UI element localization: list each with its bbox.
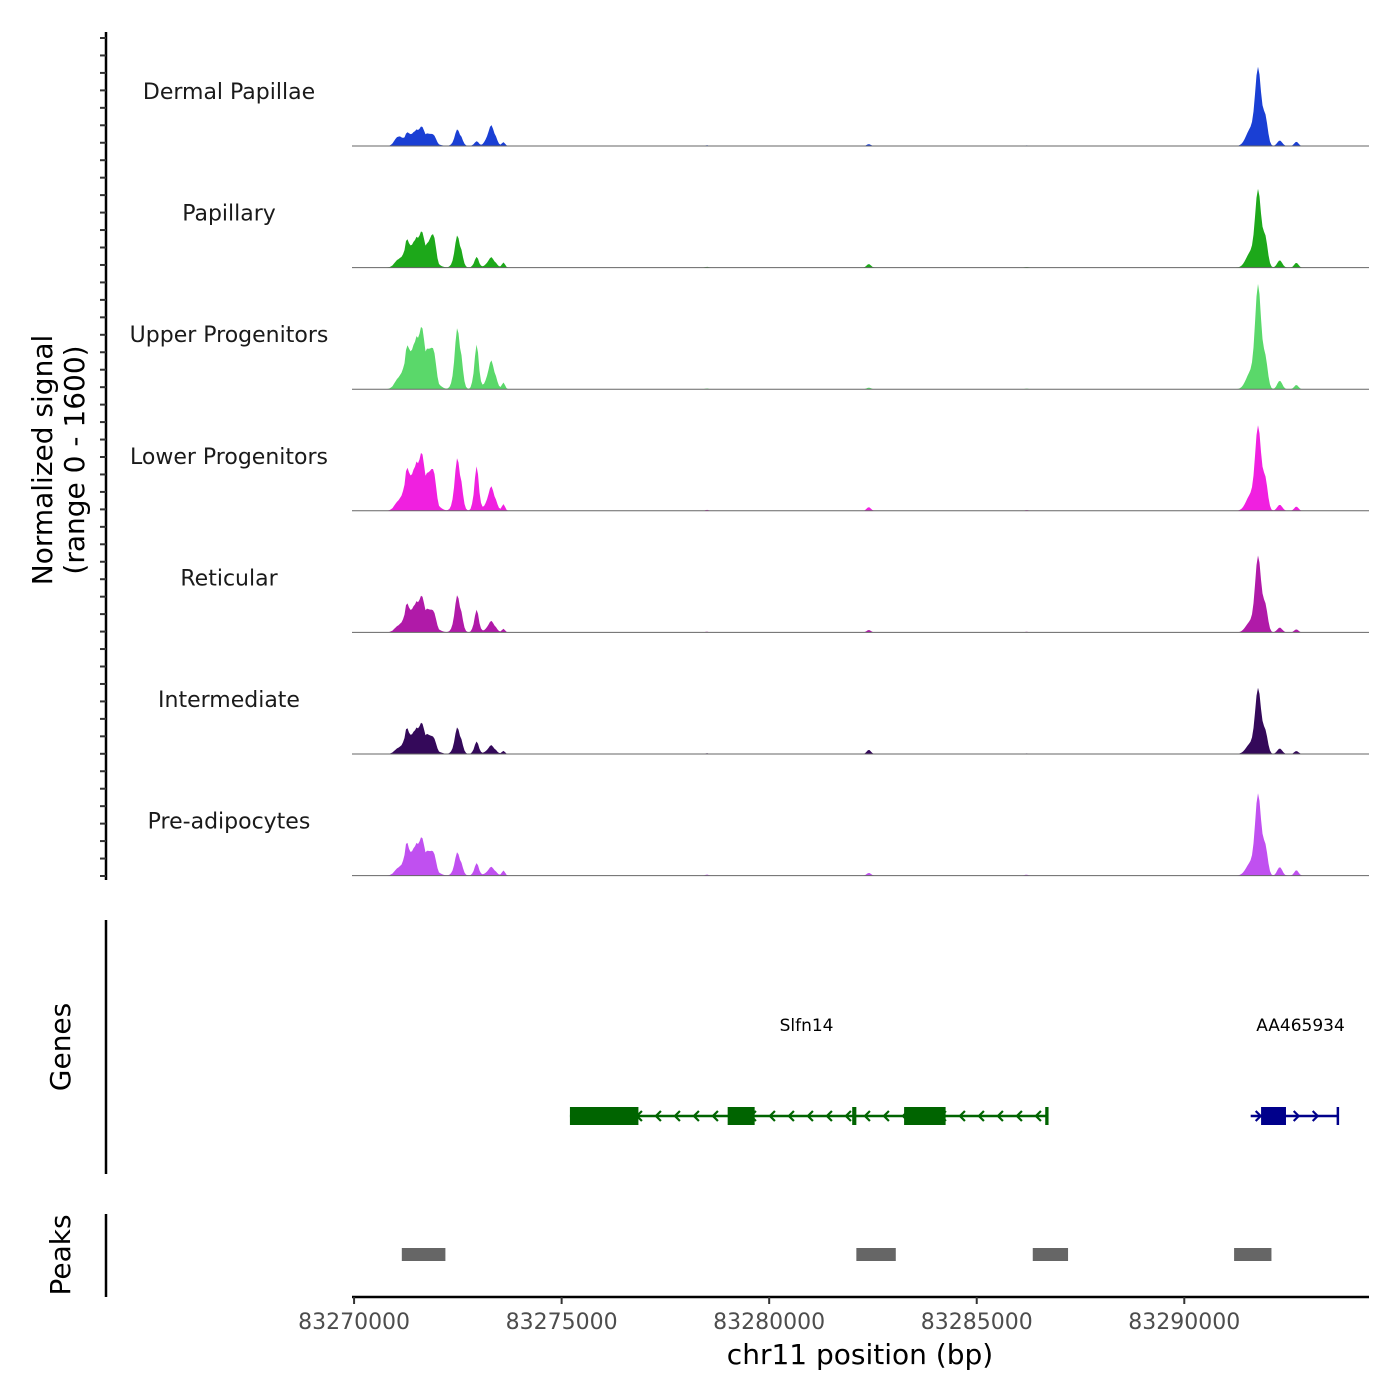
signal-area xyxy=(352,188,1369,268)
strand-arrow xyxy=(844,1110,852,1122)
strand-arrow xyxy=(882,1110,890,1122)
track-label: Papillary xyxy=(182,202,276,227)
peak-region xyxy=(1234,1248,1272,1261)
track-label: Dermal Papillae xyxy=(143,80,315,105)
peaks-track-title: Peaks xyxy=(44,1214,77,1295)
signal-area xyxy=(352,425,1369,511)
strand-arrow xyxy=(1254,1110,1263,1122)
strand-arrow xyxy=(825,1110,833,1122)
x-tick-label: 83285000 xyxy=(921,1310,1033,1335)
strand-arrow xyxy=(787,1110,795,1122)
peak-region xyxy=(1032,1248,1069,1261)
signal-area xyxy=(352,793,1369,876)
peak-region xyxy=(856,1248,896,1261)
x-tick-label: 83270000 xyxy=(298,1310,410,1335)
track-reticular: Reticular xyxy=(180,555,1369,633)
gene-exon xyxy=(1261,1107,1286,1125)
signal-area xyxy=(352,283,1369,390)
strand-arrow xyxy=(673,1110,681,1122)
coverage-y-axis xyxy=(100,32,108,880)
coverage-tracks: Dermal Papillae Papillary Upper Progenitor… xyxy=(130,66,1369,877)
peak-region xyxy=(401,1248,446,1261)
peaks-track xyxy=(401,1248,1272,1261)
strand-arrow xyxy=(806,1110,814,1122)
x-tick-label: 83275000 xyxy=(506,1310,618,1335)
strand-arrow xyxy=(977,1110,985,1122)
track-intermediate: Intermediate xyxy=(158,687,1369,755)
strand-arrow xyxy=(1034,1110,1042,1122)
gene-exon xyxy=(727,1107,755,1125)
x-tick-label: 83290000 xyxy=(1128,1310,1240,1335)
genes-track: Slfn14 AA465934 xyxy=(569,1016,1345,1125)
x-tick-label: 83280000 xyxy=(713,1310,825,1335)
y-axis-title: Normalized signal xyxy=(26,335,59,586)
strand-arrow xyxy=(1311,1110,1320,1122)
strand-arrow xyxy=(692,1110,700,1122)
genes-track-title: Genes xyxy=(44,1003,77,1091)
track-pre-adipocytes: Pre-adipocytes xyxy=(148,793,1369,877)
strand-arrow xyxy=(768,1110,776,1122)
y-axis-range-label: (range 0 - 1600) xyxy=(58,345,91,574)
track-label: Lower Progenitors xyxy=(130,445,328,470)
gene-slfn14: Slfn14 xyxy=(569,1016,1049,1125)
track-label: Intermediate xyxy=(158,688,300,713)
strand-arrow xyxy=(711,1110,719,1122)
gene-exon xyxy=(852,1107,857,1125)
signal-area xyxy=(352,555,1369,633)
gene-label: Slfn14 xyxy=(780,1016,834,1036)
coverage-y-ticks xyxy=(100,37,106,877)
track-label: Reticular xyxy=(180,566,278,591)
strand-arrow xyxy=(1292,1110,1301,1122)
track-lower-progenitors: Lower Progenitors xyxy=(130,425,1369,512)
track-upper-progenitors: Upper Progenitors xyxy=(130,283,1369,390)
strand-arrow xyxy=(1015,1110,1023,1122)
strand-arrow xyxy=(654,1110,662,1122)
track-label: Upper Progenitors xyxy=(130,323,329,348)
gene-exon xyxy=(904,1107,946,1125)
x-axis-title: chr11 position (bp) xyxy=(727,1338,993,1371)
gene-label: AA465934 xyxy=(1256,1016,1345,1036)
track-papillary: Papillary xyxy=(182,188,1369,269)
signal-area xyxy=(352,66,1369,146)
x-axis-ticks: 83270000 83275000 83280000 83285000 83290000 xyxy=(298,1297,1240,1335)
strand-arrow xyxy=(863,1110,871,1122)
track-label: Pre-adipocytes xyxy=(148,810,311,835)
track-dermal-papillae: Dermal Papillae xyxy=(143,66,1369,147)
strand-arrow xyxy=(958,1110,966,1122)
signal-area xyxy=(352,687,1369,754)
gene-exon xyxy=(569,1107,639,1125)
strand-arrow xyxy=(996,1110,1004,1122)
gene-aa465934: AA465934 xyxy=(1250,1016,1345,1125)
